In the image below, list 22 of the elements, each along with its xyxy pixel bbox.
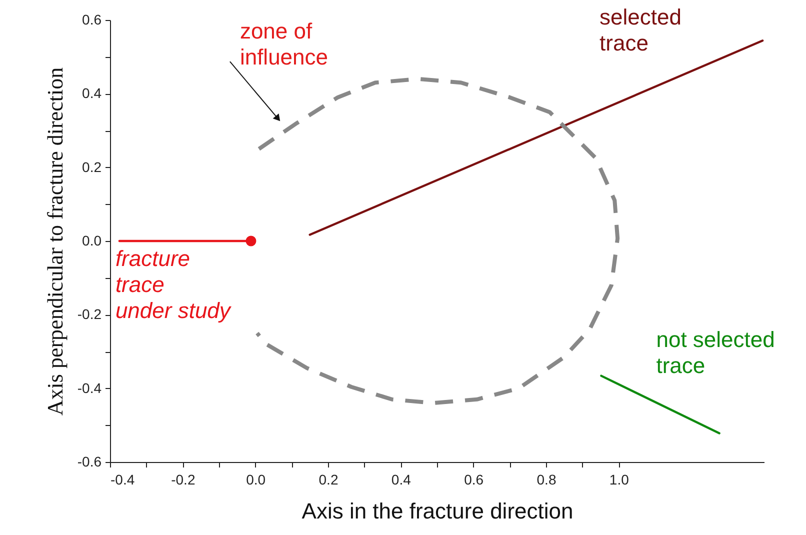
x-tick-label: 0.2 — [318, 472, 338, 488]
y-tick-label: 0.0 — [82, 232, 102, 248]
series-label: not selected trace — [656, 326, 775, 378]
x-tick-label: 0.0 — [246, 472, 266, 488]
x-tick-label: 1.0 — [609, 472, 630, 488]
y-tick-label: 0.4 — [82, 85, 102, 102]
x-tick-label: -0.2 — [171, 472, 196, 488]
annotation: zone of influence — [240, 18, 328, 70]
series-label: selected trace — [600, 4, 682, 56]
x-tick-label: -0.4 — [110, 472, 135, 488]
y-tick-label: -0.2 — [77, 306, 102, 322]
x-tick-label: 0.6 — [464, 472, 484, 488]
x-tick-label: 0.4 — [391, 472, 412, 488]
series-label: fracture trace under study — [115, 246, 232, 323]
line-series — [255, 76, 620, 406]
x-tick-label: 0.8 — [536, 472, 556, 488]
x-axis-title: Axis in the fracture direction — [302, 498, 574, 524]
y-tick-label: -0.4 — [77, 380, 102, 396]
y-axis-title: Axis perpendicular to fracture direction — [42, 67, 68, 416]
y-tick-label: 0.6 — [82, 12, 102, 28]
y-tick-label: -0.6 — [77, 454, 102, 470]
y-tick-label: 0.2 — [82, 158, 102, 175]
